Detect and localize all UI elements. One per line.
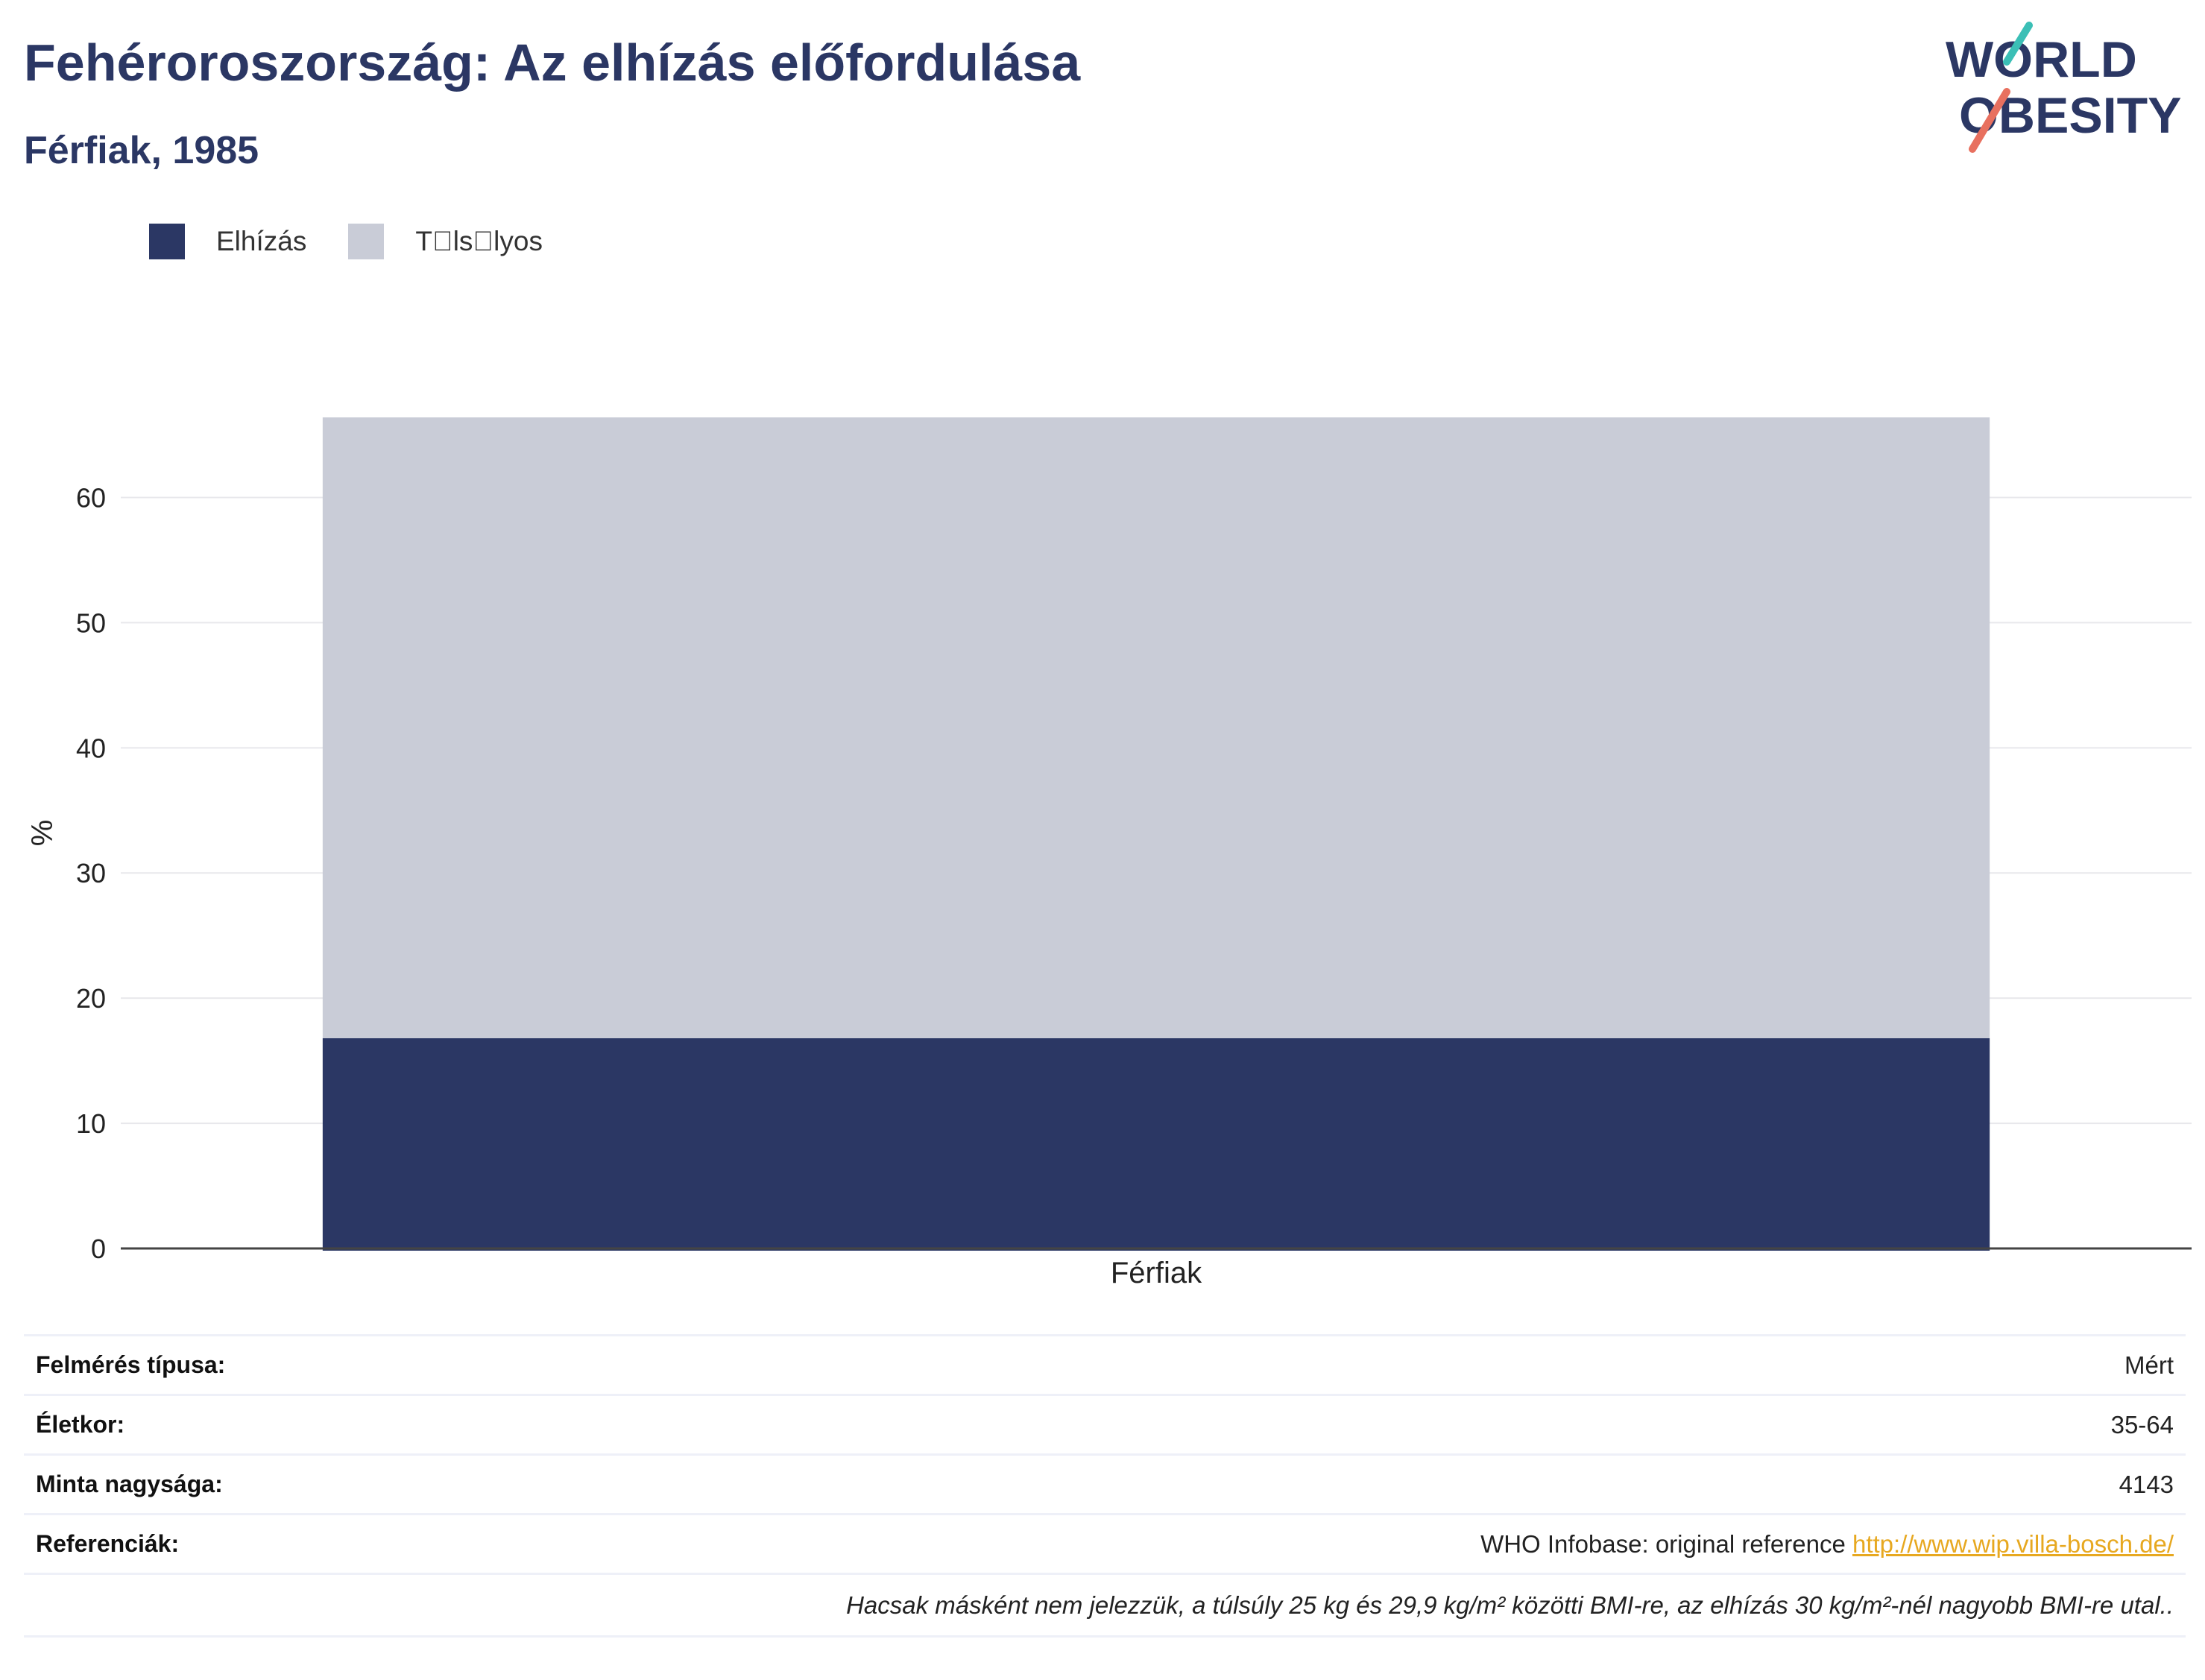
survey-info-table: Felmérés típusa: Mért Életkor: 35-64 Min… (24, 1334, 2186, 1638)
info-row-survey-type: Felmérés típusa: Mért (24, 1336, 2186, 1396)
legend-swatch-overweight (348, 224, 385, 259)
logo-slash-teal (2003, 22, 2033, 66)
y-tick-label-60: 60 (76, 482, 106, 513)
info-row-age: Életkor: 35-64 (24, 1396, 2186, 1456)
info-row-sample-size: Minta nagysága: 4143 (24, 1456, 2186, 1515)
y-axis-title: % (26, 820, 59, 847)
legend-item-obesity[interactable]: Elhízás (149, 224, 306, 259)
bar-overweight-0 (322, 417, 1990, 1038)
reference-text: WHO Infobase: original reference (1480, 1529, 1852, 1558)
info-value-sample-size: 4143 (2119, 1470, 2174, 1498)
info-key-age: Életkor: (36, 1411, 125, 1438)
info-key-references: Referenciák: (36, 1530, 180, 1557)
info-key-sample-size: Minta nagysága: (36, 1471, 223, 1497)
info-row-references: Referenciák: WHO Infobase: original refe… (24, 1515, 2186, 1575)
info-row-note: Hacsak másként nem jelezzük, a túlsúly 2… (24, 1575, 2186, 1638)
bmi-definition-note: Hacsak másként nem jelezzük, a túlsúly 2… (846, 1591, 2174, 1619)
bar-obesity-0 (322, 1038, 1990, 1251)
legend-label-obesity: Elhízás (216, 226, 307, 256)
logo-text-world: WORLD (1946, 31, 2137, 88)
world-obesity-logo: WORLD OBESITY (1946, 22, 2182, 153)
info-value-age: 35-64 (2110, 1410, 2174, 1439)
y-tick-label-30: 30 (76, 858, 106, 888)
chart-subtitle: Férfiak, 1985 (24, 129, 259, 172)
y-tick-label-50: 50 (76, 607, 106, 638)
y-tick-label-10: 10 (76, 1108, 106, 1139)
chart-legend: Elhízás T ls lyos (149, 222, 584, 261)
info-value-references: WHO Infobase: original reference http://… (1480, 1530, 2174, 1559)
x-tick-label-0: Férfiak (1111, 1257, 1202, 1289)
logo-slash-coral (1969, 88, 2010, 153)
chart-title: Fehéroroszország: Az elhízás előfordulás… (24, 34, 1081, 92)
legend-item-overweight[interactable]: T ls lyos (348, 224, 543, 259)
legend-swatch-obesity (149, 224, 185, 259)
reference-link[interactable]: http://www.wip.villa-bosch.de/ (1852, 1529, 2174, 1558)
info-value-survey-type: Mért (2124, 1351, 2174, 1379)
stacked-bar-chart: 0 10 20 30 40 50 60% Férfiak (26, 417, 2192, 1289)
y-tick-label-40: 40 (76, 733, 106, 763)
y-tick-label-20: 20 (76, 983, 106, 1014)
y-tick-label-0: 0 (91, 1234, 106, 1264)
legend-label-overweight: T ls lyos (415, 226, 543, 256)
info-key-survey-type: Felmérés típusa: (36, 1351, 226, 1378)
